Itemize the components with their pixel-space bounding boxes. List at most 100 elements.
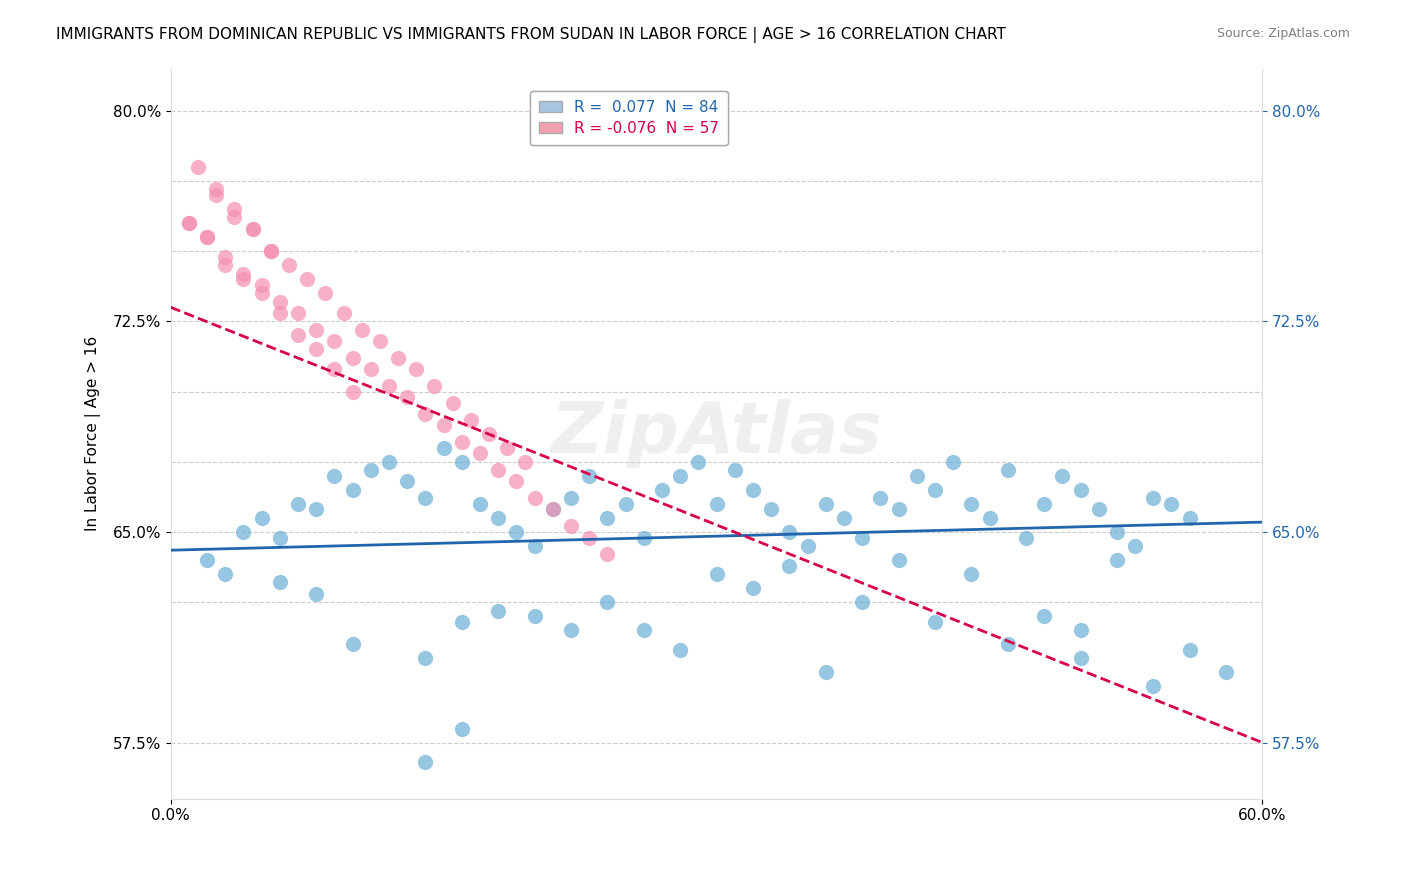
Point — [1160, 497, 1182, 511]
Point — [450, 455, 472, 469]
Point — [378, 455, 401, 469]
Point — [596, 511, 619, 525]
Point — [759, 502, 782, 516]
Point — [1178, 511, 1201, 525]
Point — [387, 351, 409, 365]
Point — [478, 426, 501, 441]
Point — [633, 531, 655, 545]
Point — [433, 441, 456, 455]
Point — [269, 294, 291, 309]
Point — [960, 567, 983, 582]
Point — [177, 216, 200, 230]
Point — [669, 643, 692, 657]
Point — [742, 581, 765, 595]
Point — [450, 722, 472, 736]
Point — [578, 531, 600, 545]
Point — [997, 463, 1019, 477]
Point — [505, 475, 527, 489]
Point — [314, 286, 336, 301]
Point — [305, 502, 328, 516]
Point — [260, 244, 283, 258]
Point — [232, 524, 254, 539]
Point — [1105, 553, 1128, 567]
Point — [250, 286, 273, 301]
Point — [214, 258, 236, 272]
Point — [505, 524, 527, 539]
Point — [415, 651, 437, 665]
Point — [887, 553, 910, 567]
Point — [688, 455, 710, 469]
Point — [305, 343, 328, 357]
Point — [423, 379, 446, 393]
Point — [468, 497, 491, 511]
Point — [242, 221, 264, 235]
Point — [242, 221, 264, 235]
Point — [287, 328, 309, 343]
Point — [396, 475, 419, 489]
Point — [269, 531, 291, 545]
Point — [450, 615, 472, 629]
Point — [633, 624, 655, 638]
Point — [560, 491, 582, 506]
Point — [724, 463, 747, 477]
Point — [187, 160, 209, 174]
Point — [450, 435, 472, 450]
Point — [1069, 651, 1091, 665]
Point — [851, 531, 873, 545]
Point — [887, 502, 910, 516]
Point — [596, 548, 619, 562]
Point — [287, 306, 309, 320]
Point — [742, 483, 765, 497]
Point — [232, 267, 254, 281]
Point — [433, 418, 456, 433]
Point — [1015, 531, 1038, 545]
Point — [342, 483, 364, 497]
Point — [195, 230, 218, 244]
Point — [441, 396, 464, 410]
Point — [405, 362, 427, 376]
Point — [486, 463, 509, 477]
Point — [778, 524, 800, 539]
Point — [515, 455, 537, 469]
Point — [924, 615, 946, 629]
Point — [1033, 497, 1056, 511]
Point — [832, 511, 855, 525]
Point — [415, 407, 437, 421]
Point — [924, 483, 946, 497]
Point — [342, 384, 364, 399]
Point — [342, 637, 364, 651]
Point — [486, 511, 509, 525]
Point — [305, 587, 328, 601]
Point — [396, 390, 419, 404]
Text: IMMIGRANTS FROM DOMINICAN REPUBLIC VS IMMIGRANTS FROM SUDAN IN LABOR FORCE | AGE: IMMIGRANTS FROM DOMINICAN REPUBLIC VS IM… — [56, 27, 1007, 43]
Point — [305, 323, 328, 337]
Point — [269, 575, 291, 590]
Point — [560, 624, 582, 638]
Text: ZipAtlas: ZipAtlas — [551, 399, 883, 468]
Point — [368, 334, 391, 348]
Point — [541, 502, 564, 516]
Point — [1087, 502, 1109, 516]
Point — [260, 244, 283, 258]
Point — [224, 202, 246, 216]
Point — [851, 595, 873, 609]
Point — [1069, 624, 1091, 638]
Point — [360, 362, 382, 376]
Point — [942, 455, 965, 469]
Point — [205, 182, 228, 196]
Point — [614, 497, 637, 511]
Point — [214, 567, 236, 582]
Point — [541, 502, 564, 516]
Point — [332, 306, 354, 320]
Point — [669, 468, 692, 483]
Point — [706, 497, 728, 511]
Point — [496, 441, 519, 455]
Point — [378, 379, 401, 393]
Point — [778, 558, 800, 573]
Point — [1142, 680, 1164, 694]
Point — [232, 272, 254, 286]
Point — [1178, 643, 1201, 657]
Point — [269, 306, 291, 320]
Point — [560, 519, 582, 533]
Point — [523, 609, 546, 624]
